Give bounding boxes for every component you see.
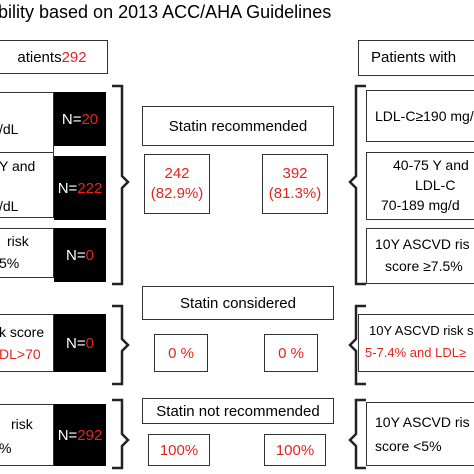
left-criteria-line: /dL	[0, 121, 19, 137]
figure-title: bility based on 2013 ACC/AHA Guidelines	[0, 2, 332, 22]
right-criteria-box-1: LDL-C≥190 mg/	[366, 90, 474, 142]
left-criteria-line: DL>70	[0, 346, 41, 362]
count-box-3: N= 0	[54, 228, 106, 282]
right-criteria-line: 10Y ASCVD ris	[375, 236, 470, 252]
left-header-box: atients 292	[0, 40, 108, 74]
right-criteria-line: 10Y ASCVD risk sc	[369, 323, 474, 338]
right-criteria-line: LDL-C≥190 mg/	[375, 108, 474, 124]
considered-left-value: 0 %	[168, 344, 194, 362]
right-criteria-box-2: 40-75 Y and LDL-C 70-189 mg/d	[366, 152, 474, 220]
count-box-5: N= 292	[54, 404, 106, 466]
count-box-2: N= 222	[54, 156, 106, 220]
statin-recommended-label: Statin recommended	[168, 117, 308, 135]
left-criteria-line: Y and	[0, 158, 36, 174]
n-value: 292	[77, 426, 103, 444]
right-criteria-box-3: 10Y ASCVD ris score ≥7.5%	[366, 228, 474, 284]
not-recommended-right-value: 100%	[275, 441, 315, 459]
right-header-text: Patients with	[371, 49, 457, 66]
left-criteria-line: risk	[11, 416, 33, 432]
left-criteria-line: 5%	[0, 255, 20, 271]
left-bracket-bottom	[112, 398, 130, 470]
recommended-right-percent: (81.3%)	[268, 185, 322, 202]
n-label: N=	[57, 426, 78, 444]
left-criteria-box-3: risk 5%	[0, 228, 54, 278]
n-value: 20	[81, 110, 99, 128]
right-criteria-line: 70-189 mg/d	[381, 197, 460, 213]
right-criteria-box-5: 10Y ASCVD ris score <5%	[366, 402, 474, 466]
right-criteria-line: 10Y ASCVD ris	[375, 414, 470, 430]
right-header-box: Patients with	[358, 40, 474, 76]
statin-considered-label: Statin considered	[180, 294, 296, 312]
left-criteria-box-2: Y and /dL	[0, 152, 54, 218]
left-criteria-line: /dL	[0, 198, 19, 214]
statin-considered-box: Statin considered	[142, 286, 334, 320]
right-bracket-bottom	[348, 398, 366, 470]
n-label: N=	[66, 334, 86, 352]
recommended-right-box: 392 (81.3%)	[262, 154, 328, 214]
n-value: 222	[77, 179, 103, 197]
left-criteria-line: k score	[0, 324, 45, 340]
n-label: N=	[66, 246, 86, 264]
right-criteria-line: LDL-C	[415, 177, 456, 193]
right-criteria-line: score <5%	[375, 438, 442, 454]
statin-not-recommended-label: Statin not recommended	[156, 402, 320, 420]
n-label: N=	[57, 179, 78, 197]
right-bracket-top	[348, 84, 366, 286]
right-criteria-box-4: 10Y ASCVD risk sc 5-7.4% and LDL≥	[358, 314, 474, 372]
n-label: N=	[61, 110, 82, 128]
left-criteria-box-5: risk %	[0, 404, 54, 466]
recommended-left-percent: (82.9%)	[150, 185, 204, 202]
left-criteria-box-1: /dL	[0, 92, 54, 162]
recommended-right-count: 392	[282, 164, 308, 182]
right-bracket-mid	[348, 304, 366, 386]
considered-right-value: 0 %	[278, 344, 304, 362]
not-recommended-right-box: 100%	[264, 434, 326, 466]
left-bracket-top	[112, 84, 130, 286]
count-box-4: N= 0	[54, 314, 106, 372]
right-criteria-line: 40-75 Y and	[393, 157, 469, 173]
left-criteria-box-4: k score DL>70	[0, 314, 54, 372]
count-box-1: N= 20	[54, 92, 106, 146]
considered-left-box: 0 %	[154, 334, 208, 372]
not-recommended-left-box: 100%	[148, 434, 210, 466]
left-header-count: 292	[61, 48, 87, 66]
n-value: 0	[85, 246, 94, 264]
n-value: 0	[85, 334, 94, 352]
right-criteria-line: 5-7.4% and LDL≥	[365, 345, 467, 360]
left-header-text: atients	[17, 48, 62, 66]
not-recommended-left-value: 100%	[159, 441, 199, 459]
left-criteria-line: %	[0, 440, 12, 456]
recommended-left-count: 242	[164, 164, 190, 182]
left-bracket-mid	[112, 304, 130, 386]
statin-recommended-box: Statin recommended	[142, 106, 334, 146]
considered-right-box: 0 %	[264, 334, 318, 372]
left-criteria-line: risk	[7, 233, 29, 249]
right-criteria-line: score ≥7.5%	[385, 258, 463, 274]
statin-not-recommended-box: Statin not recommended	[142, 398, 334, 424]
recommended-left-box: 242 (82.9%)	[144, 154, 210, 214]
